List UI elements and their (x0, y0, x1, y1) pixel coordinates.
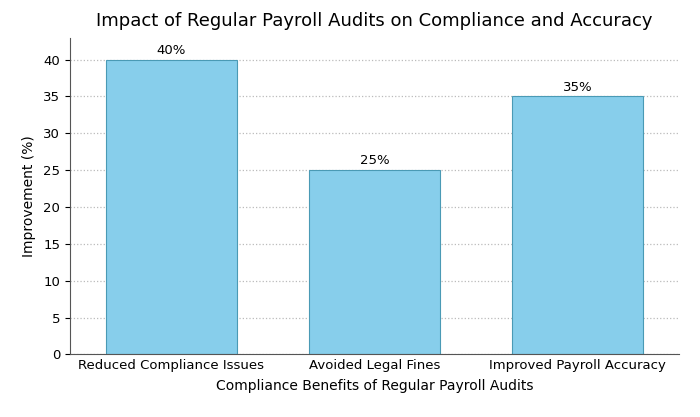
X-axis label: Compliance Benefits of Regular Payroll Audits: Compliance Benefits of Regular Payroll A… (216, 379, 533, 393)
Text: 35%: 35% (563, 80, 592, 93)
Bar (512, 96, 643, 354)
Bar (309, 170, 440, 354)
Text: 40%: 40% (157, 44, 186, 57)
Y-axis label: Improvement (%): Improvement (%) (22, 135, 36, 257)
Bar (106, 60, 237, 354)
Text: 25%: 25% (360, 154, 389, 167)
Title: Impact of Regular Payroll Audits on Compliance and Accuracy: Impact of Regular Payroll Audits on Comp… (97, 13, 652, 30)
